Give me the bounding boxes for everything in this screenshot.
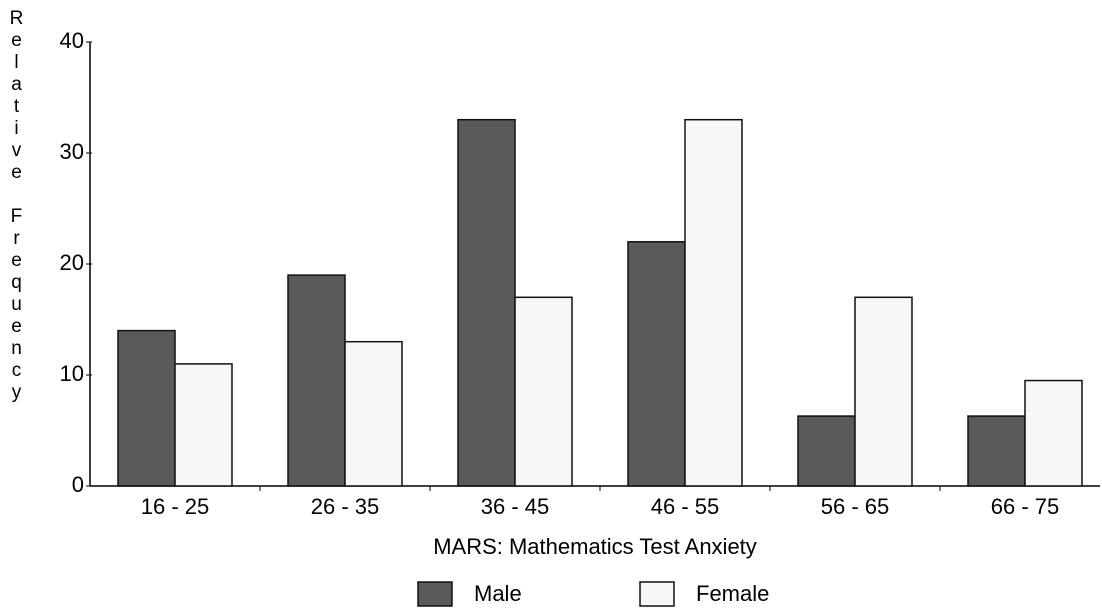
- bar: [344, 340, 403, 487]
- bar: [967, 415, 1026, 487]
- bar: [174, 363, 233, 487]
- legend-label: Female: [696, 581, 769, 606]
- bar: [684, 118, 743, 487]
- x-tick-label: 16 - 25: [141, 494, 210, 519]
- bar: [514, 296, 573, 487]
- x-tick-label: 66 - 75: [991, 494, 1060, 519]
- bar: [854, 296, 913, 487]
- bar: [627, 241, 686, 487]
- y-tick-label: 30: [60, 139, 84, 164]
- x-tick-label: 56 - 65: [821, 494, 890, 519]
- legend-label: Male: [474, 581, 522, 606]
- bar: [797, 415, 856, 487]
- y-tick-label: 10: [60, 361, 84, 386]
- x-tick-label: 46 - 55: [651, 494, 720, 519]
- bar: [457, 118, 516, 487]
- bar: [287, 274, 346, 487]
- y-tick-label: 0: [72, 472, 84, 497]
- legend-swatch: [639, 581, 675, 607]
- y-tick-label: 40: [60, 28, 84, 53]
- bar: [1024, 379, 1083, 487]
- x-tick-label: 36 - 45: [481, 494, 550, 519]
- bar: [117, 329, 176, 487]
- x-axis-label: MARS: Mathematics Test Anxiety: [433, 534, 757, 559]
- x-tick-label: 26 - 35: [311, 494, 380, 519]
- y-tick-label: 20: [60, 250, 84, 275]
- y-axis-label: Relative Frequency: [6, 8, 27, 404]
- legend-swatch: [417, 581, 453, 607]
